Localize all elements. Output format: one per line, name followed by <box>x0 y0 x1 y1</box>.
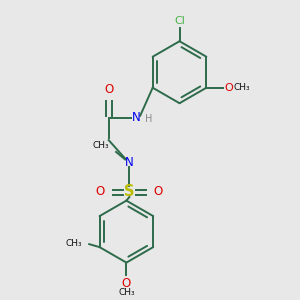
Text: O: O <box>96 185 105 198</box>
Text: O: O <box>224 83 233 93</box>
Text: O: O <box>122 278 131 290</box>
Text: CH₃: CH₃ <box>92 141 109 150</box>
Text: Cl: Cl <box>174 16 185 26</box>
Text: N: N <box>132 112 141 124</box>
Text: N: N <box>125 156 134 169</box>
Text: O: O <box>154 185 163 198</box>
Text: CH₃: CH₃ <box>118 288 135 297</box>
Text: S: S <box>124 184 135 199</box>
Text: O: O <box>104 82 113 95</box>
Text: H: H <box>145 114 152 124</box>
Text: CH₃: CH₃ <box>65 239 82 248</box>
Text: CH₃: CH₃ <box>234 83 250 92</box>
